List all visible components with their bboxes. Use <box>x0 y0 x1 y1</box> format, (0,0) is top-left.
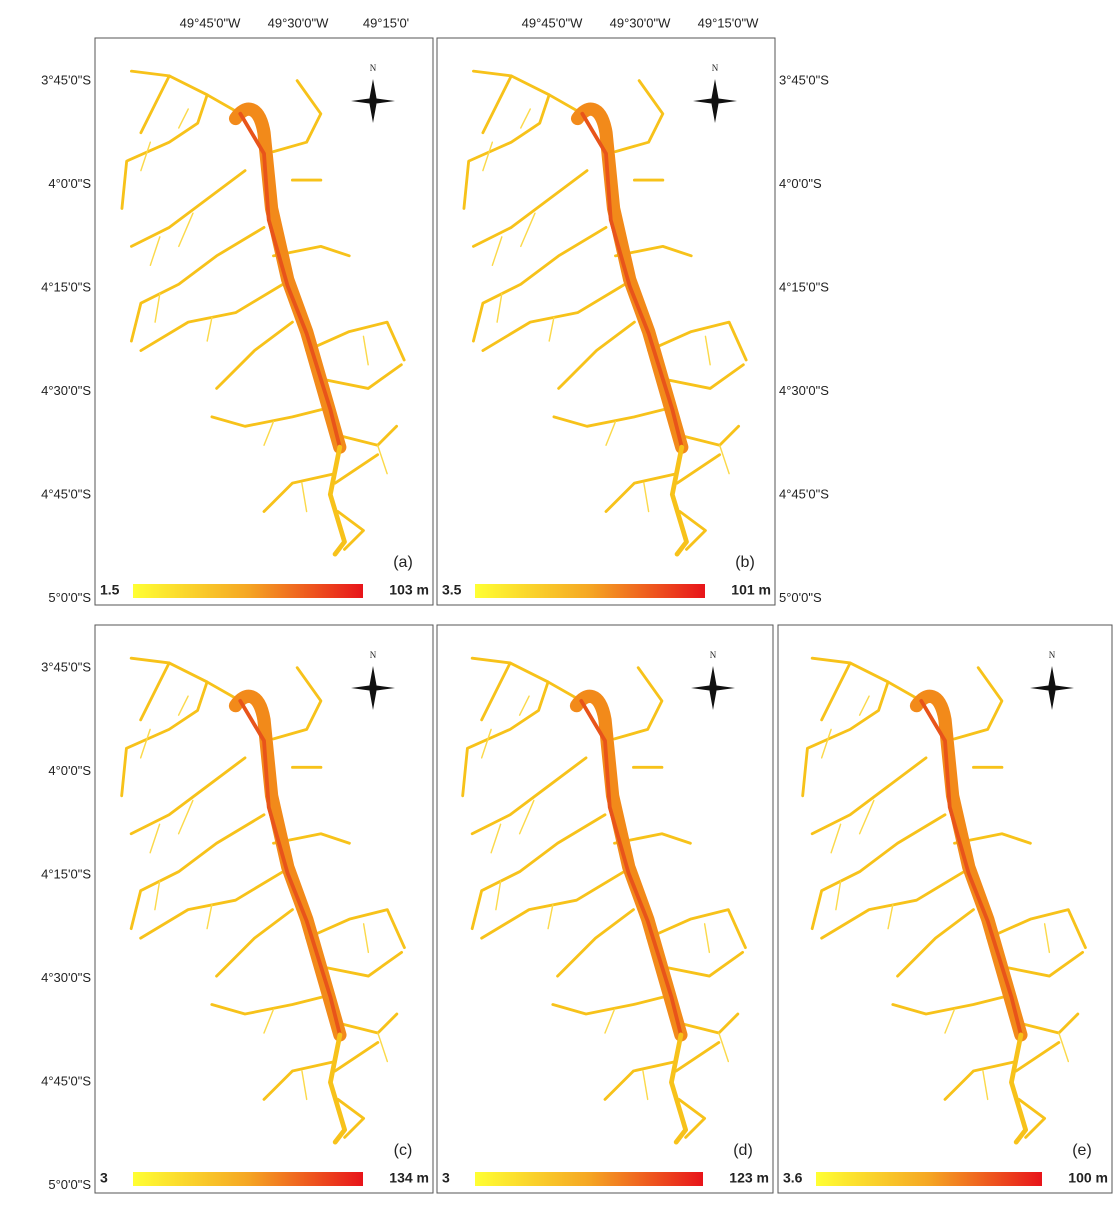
legend-max: 101 m <box>731 582 771 598</box>
latitude-label: 4°0'0"S <box>48 176 91 191</box>
north-label: N <box>710 650 717 660</box>
latitude-label: 3°45'0"S <box>41 659 91 674</box>
longitude-label: 49°15'0' <box>363 15 409 30</box>
north-arrow <box>1030 666 1074 710</box>
latitude-label: 4°15'0"S <box>41 279 91 294</box>
map-panel: N (d) 3 123 m <box>436 624 774 1194</box>
legend-max: 123 m <box>729 1170 769 1186</box>
map-panel: N (b) 3.5 101 m <box>436 37 776 606</box>
colorbar <box>475 1172 703 1186</box>
longitude-label: 49°30'0"W <box>610 15 671 30</box>
longitude-label: 49°45'0"W <box>180 15 241 30</box>
panel-label: (a) <box>393 554 413 571</box>
longitude-label: 49°45'0"W <box>522 15 583 30</box>
map-panel: N (e) 3.6 100 m <box>777 624 1113 1194</box>
legend-max: 100 m <box>1068 1170 1108 1186</box>
north-label: N <box>370 63 377 73</box>
latitude-label: 3°45'0"S <box>41 72 91 87</box>
north-label: N <box>1049 650 1056 660</box>
longitude-label: 49°30'0"W <box>268 15 329 30</box>
panel-label: (b) <box>735 554 755 571</box>
latitude-label: 3°45'0"S <box>779 72 829 87</box>
latitude-label: 4°0'0"S <box>48 763 91 778</box>
panel-label: (e) <box>1072 1142 1092 1159</box>
latitude-label: 4°15'0"S <box>41 866 91 881</box>
north-arrow <box>351 666 395 710</box>
colorbar <box>133 584 363 598</box>
longitude-label: 49°15'0"W <box>698 15 759 30</box>
map-panel: N (a) 1.5 103 m <box>94 37 434 606</box>
legend-max: 103 m <box>389 582 429 598</box>
legend-max: 134 m <box>389 1170 429 1186</box>
latitude-label: 4°30'0"S <box>41 970 91 985</box>
north-arrow <box>691 666 735 710</box>
latitude-label: 4°45'0"S <box>779 486 829 501</box>
latitude-label: 4°30'0"S <box>779 383 829 398</box>
colorbar <box>816 1172 1042 1186</box>
latitude-label: 5°0'0"S <box>779 590 822 605</box>
colorbar <box>133 1172 363 1186</box>
colorbar <box>475 584 705 598</box>
legend-min: 3 <box>442 1170 450 1186</box>
north-arrow <box>693 79 737 123</box>
map-panel: N (c) 3 134 m <box>94 624 434 1194</box>
panel-label: (d) <box>733 1142 753 1159</box>
north-label: N <box>712 63 719 73</box>
latitude-label: 5°0'0"S <box>48 1177 91 1192</box>
latitude-label: 5°0'0"S <box>48 590 91 605</box>
north-label: N <box>370 650 377 660</box>
latitude-label: 4°0'0"S <box>779 176 822 191</box>
latitude-label: 4°45'0"S <box>41 486 91 501</box>
latitude-label: 4°45'0"S <box>41 1073 91 1088</box>
panel-label: (c) <box>394 1142 413 1159</box>
latitude-label: 4°15'0"S <box>779 279 829 294</box>
legend-min: 3.6 <box>783 1170 803 1186</box>
latitude-label: 4°30'0"S <box>41 383 91 398</box>
north-arrow <box>351 79 395 123</box>
legend-min: 1.5 <box>100 582 120 598</box>
legend-min: 3.5 <box>442 582 462 598</box>
legend-min: 3 <box>100 1170 108 1186</box>
